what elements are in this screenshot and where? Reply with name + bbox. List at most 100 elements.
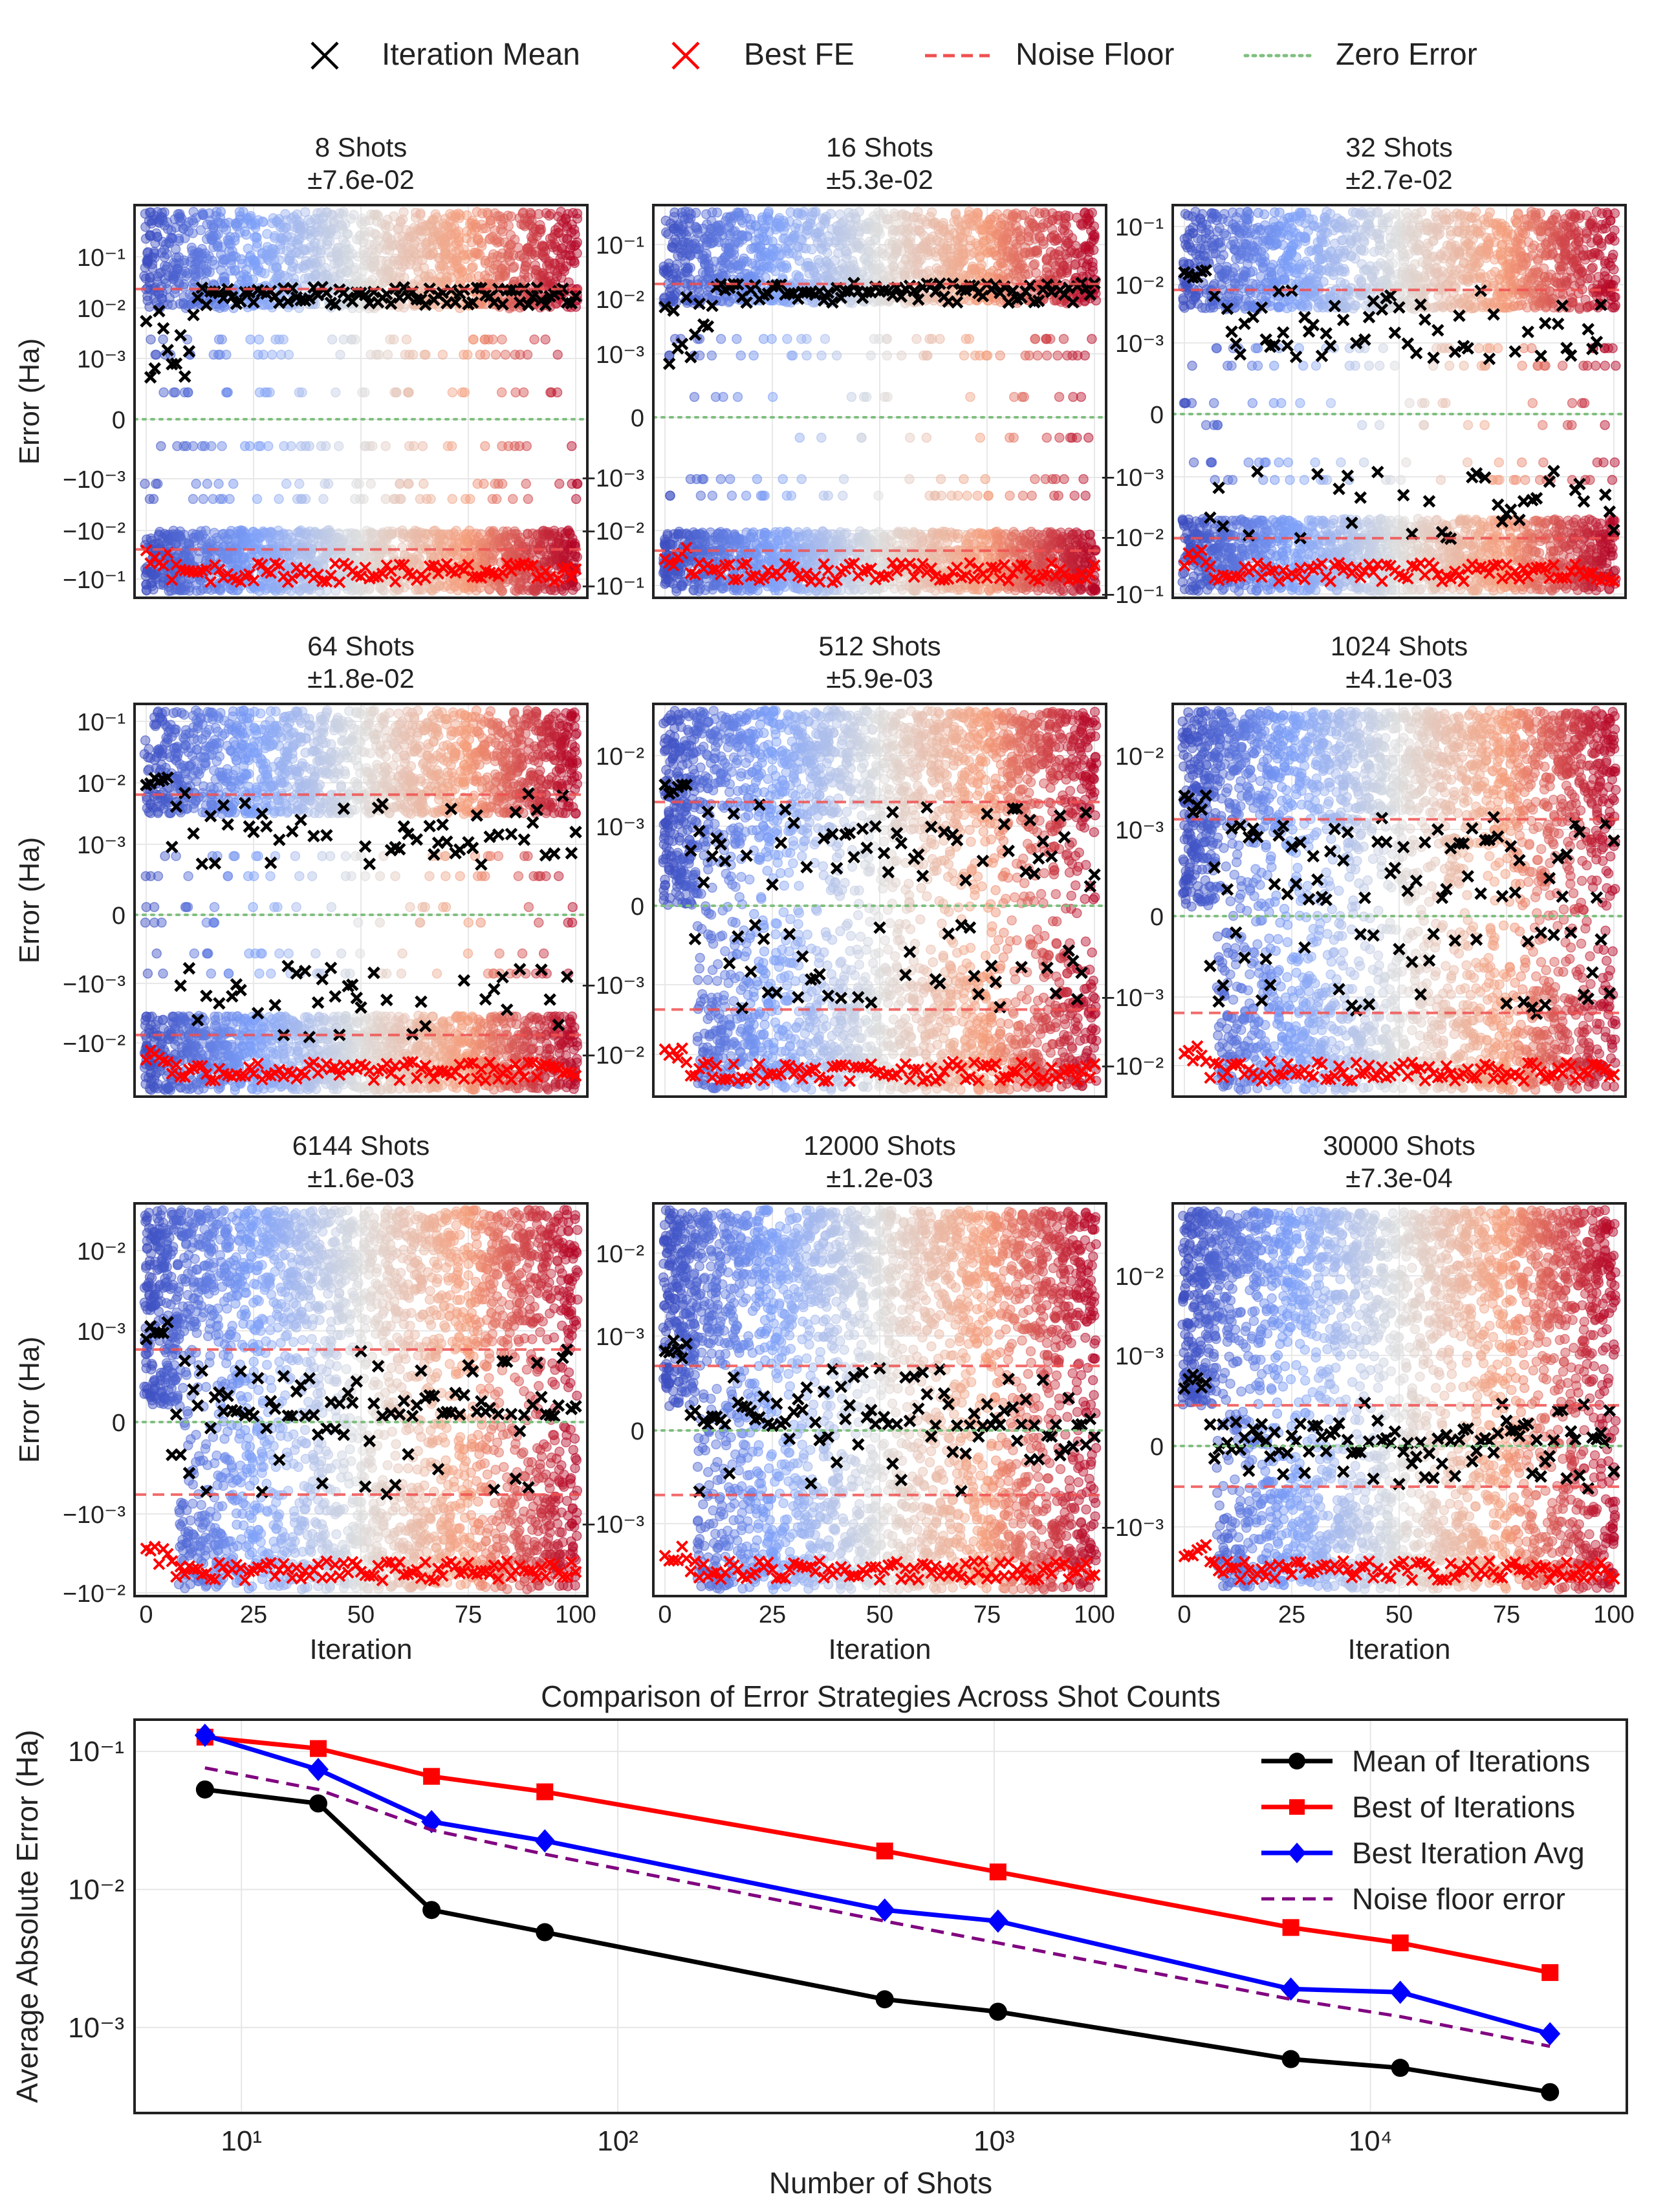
sample-point	[217, 494, 228, 505]
sample-point	[209, 527, 220, 538]
legend-label: Iteration Mean	[382, 38, 580, 72]
sample-point	[715, 474, 726, 485]
sample-point	[327, 334, 338, 345]
sample-point	[188, 441, 199, 452]
sample-point	[179, 530, 190, 540]
sample-point	[397, 542, 408, 553]
sample-point	[238, 206, 248, 217]
sample-point	[396, 494, 406, 505]
sample-point	[415, 584, 425, 595]
sample-point	[823, 490, 833, 501]
x-marker-icon	[671, 41, 700, 70]
sample-point	[335, 349, 345, 360]
sample-point	[282, 231, 292, 242]
sample-point	[184, 586, 195, 596]
panel-points	[139, 206, 583, 597]
sample-point	[689, 391, 700, 402]
sample-point	[243, 243, 254, 254]
sample-point	[695, 490, 706, 501]
sample-point	[179, 387, 190, 398]
sample-point	[707, 490, 718, 501]
sample-point	[426, 494, 436, 505]
sample-point	[148, 584, 158, 595]
sample-point	[149, 252, 160, 263]
sample-point	[382, 349, 393, 360]
sample-point	[865, 350, 876, 361]
sample-point	[856, 432, 867, 443]
sample-point	[320, 441, 331, 452]
sample-point	[147, 263, 158, 273]
sample-point	[324, 525, 334, 536]
sample-point	[552, 387, 563, 398]
sample-point	[781, 260, 791, 271]
sample-point	[398, 302, 409, 313]
sample-point	[408, 349, 419, 360]
sample-point	[239, 226, 250, 237]
sample-point	[175, 208, 185, 219]
sample-point	[805, 218, 815, 228]
sample-point	[437, 349, 448, 360]
scatter-panels-grid: 8 Shots±7.6e-0210⁻¹10⁻²10⁻³0−10⁻³−10⁻²−1…	[14, 132, 1635, 1665]
sample-point	[741, 490, 752, 501]
sample-point	[279, 441, 289, 452]
sample-point	[274, 255, 285, 265]
sample-point	[213, 479, 224, 489]
sample-point	[347, 248, 358, 259]
sample-point	[521, 257, 532, 268]
sample-point	[572, 479, 583, 489]
sample-point	[167, 300, 178, 311]
sample-point	[796, 208, 807, 219]
y-tick-label: 0	[112, 407, 125, 434]
sample-point	[778, 474, 788, 485]
sample-point	[873, 225, 884, 235]
sample-point	[343, 229, 353, 239]
sample-point	[712, 207, 723, 218]
sample-point	[221, 349, 232, 360]
sample-point	[847, 265, 858, 276]
sample-point	[497, 479, 508, 489]
sample-point	[500, 349, 511, 360]
sample-point	[401, 334, 412, 345]
sample-point	[822, 247, 832, 258]
sample-point	[397, 214, 408, 224]
sample-point	[796, 474, 807, 485]
sample-point	[706, 350, 717, 361]
legend-item-iteration-mean: Iteration Mean	[310, 38, 580, 72]
sample-point	[364, 441, 375, 452]
sample-point	[179, 279, 190, 290]
sample-point	[300, 494, 311, 505]
sample-point	[685, 263, 695, 273]
sample-point	[183, 387, 193, 398]
sample-point	[882, 214, 892, 224]
sample-point	[540, 334, 550, 345]
sample-point	[357, 387, 367, 398]
sample-point	[202, 479, 213, 489]
sample-point	[480, 441, 490, 452]
sample-point	[854, 206, 865, 217]
sample-point	[208, 494, 219, 505]
sample-point	[861, 391, 872, 402]
sample-point	[569, 257, 580, 268]
sample-point	[384, 221, 395, 232]
sample-point	[230, 252, 241, 262]
sample-point	[697, 474, 708, 485]
sample-point	[254, 334, 265, 345]
sample-point	[213, 241, 223, 252]
sample-point	[206, 441, 217, 452]
sample-point	[763, 208, 774, 219]
sample-point	[253, 349, 263, 360]
sample-point	[358, 494, 369, 505]
sample-point	[479, 479, 489, 489]
sample-point	[251, 232, 261, 243]
sample-point	[732, 391, 743, 402]
sample-point	[787, 350, 798, 361]
sample-point	[158, 387, 169, 398]
sample-point	[323, 479, 334, 489]
sample-point	[324, 236, 335, 247]
sample-point	[509, 261, 519, 272]
sample-point	[321, 586, 332, 596]
sample-point	[350, 334, 360, 345]
sample-point	[408, 441, 419, 452]
sample-point	[488, 334, 498, 345]
